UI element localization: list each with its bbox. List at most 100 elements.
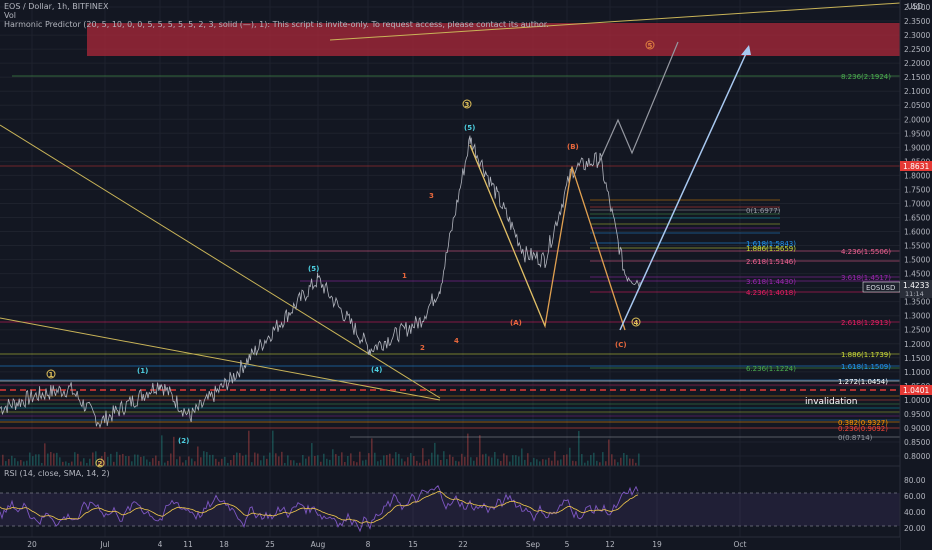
time-tick-labels: 20 Jul 4 11 18 25 Aug 8 15 22 Sep 5 12 19 Oct <box>27 540 746 549</box>
price-tick: 2.3500 <box>904 17 930 26</box>
time-axis[interactable] <box>0 537 900 550</box>
time-tick: Sep <box>526 540 540 549</box>
wave-label-p4: (4) <box>371 366 382 374</box>
wave-label-p5-mid: (5) <box>308 265 319 273</box>
time-tick: 15 <box>408 540 418 549</box>
fib-label: 6.236(1.1224) <box>746 365 796 373</box>
time-tick: 8 <box>366 540 371 549</box>
target-zone <box>87 23 900 56</box>
time-tick: 4 <box>158 540 163 549</box>
wave-label-p5-top: (5) <box>464 124 475 132</box>
chart-grid <box>0 0 900 537</box>
price-tick: 1.0000 <box>904 396 930 405</box>
time-tick: 19 <box>652 540 662 549</box>
price-axis[interactable] <box>900 0 932 550</box>
wave-label-1-circled: 1 <box>49 371 54 379</box>
price-tick: 1.2500 <box>904 326 930 335</box>
price-tick: 1.1000 <box>904 368 930 377</box>
wave-label-p2: (2) <box>178 437 189 445</box>
eosusd-price-text: 1.4233 <box>903 281 929 290</box>
wave-label-c4: 4 <box>454 337 459 345</box>
price-tick: 1.6500 <box>904 213 930 222</box>
fib-label: 2.618(1.2913) <box>841 319 891 327</box>
fib-label: 0(1.6977) <box>746 207 781 215</box>
fib-label: 3.618(1.4430) <box>746 278 796 286</box>
wave-label-3-circled: 3 <box>465 101 470 109</box>
price-tick: 1.3000 <box>904 312 930 321</box>
time-tick: 11 <box>183 540 193 549</box>
price-series-line <box>0 135 641 429</box>
trendline-diag-1 <box>0 124 441 399</box>
fib-label: 1.886(1.1739) <box>841 351 891 359</box>
rsi-tick: 40.00 <box>904 508 926 517</box>
eosusd-time-text: 11:14 <box>905 290 924 298</box>
level-badge-1-text: 1.8631 <box>903 162 929 171</box>
fib-label: 2.618(1.5146) <box>746 258 796 266</box>
wave-label-pB: (B) <box>567 143 579 151</box>
time-tick: 20 <box>27 540 37 549</box>
price-tick: 1.9500 <box>904 129 930 138</box>
price-tick: 1.5000 <box>904 256 930 265</box>
rsi-ma-line <box>0 491 639 524</box>
wave-label-pC: (C) <box>615 341 627 349</box>
fib-label: 1.618(1.1509) <box>841 363 891 371</box>
price-tick: 2.0000 <box>904 115 930 124</box>
fib-label: 1.886(1.5659) <box>746 245 796 253</box>
trendline-top <box>329 2 901 41</box>
price-tick: 1.9000 <box>904 143 930 152</box>
time-tick: 18 <box>219 540 229 549</box>
price-tick: 1.3500 <box>904 298 930 307</box>
level-badge-2 <box>900 385 932 395</box>
price-tick: 1.2000 <box>904 340 930 349</box>
price-tick: 1.7000 <box>904 199 930 208</box>
fib-label: 8.236(2.1924) <box>841 73 891 81</box>
rsi-pane <box>0 465 900 533</box>
invalidation-label: invalidation <box>805 397 858 407</box>
symbol-title[interactable]: EOS / Dollar, 1h, BITFINEX <box>4 2 109 11</box>
time-tick: Jul <box>99 540 109 549</box>
fib-levels <box>0 75 900 438</box>
volume-label[interactable]: Vol <box>4 11 16 20</box>
projection-path-blue <box>619 46 750 331</box>
rsi-tick-labels: 80.00 60.00 40.00 20.00 <box>904 476 926 533</box>
fib-label: 0(0.8714) <box>838 434 873 442</box>
projection-path-white <box>597 41 679 166</box>
eosusd-price-badge <box>900 280 932 298</box>
price-tick: 1.8000 <box>904 171 930 180</box>
fib-label: 0.236(0.9092) <box>838 425 888 433</box>
indicator-title[interactable]: Harmonic Predictor (20, 5, 10, 0, 0, 5, … <box>4 20 549 29</box>
fib-level-labels: 8.236(2.1924) 4.236(1.5506) 2.618(1.5146) 3… <box>746 73 891 442</box>
level-badge-1 <box>900 161 932 171</box>
harmonic-abc-orange <box>469 144 626 331</box>
time-tick: Oct <box>734 540 747 549</box>
eosusd-symbol-text: EOSUSD <box>866 284 895 292</box>
price-tick: 2.1000 <box>904 87 930 96</box>
fib-label: 1.618(1.5843) <box>746 240 796 248</box>
fib-label: 4.236(1.5506) <box>841 248 891 256</box>
price-tick: 1.6000 <box>904 228 930 237</box>
rsi-tick: 80.00 <box>904 476 926 485</box>
volume-bars <box>2 430 640 466</box>
price-tick: 2.0500 <box>904 101 930 110</box>
time-tick: 12 <box>605 540 615 549</box>
time-tick: 25 <box>265 540 275 549</box>
price-tick: 1.1500 <box>904 354 930 363</box>
price-tick: 0.9500 <box>904 410 930 419</box>
rsi-tick: 60.00 <box>904 492 926 501</box>
rsi-title[interactable]: RSI (14, close, SMA, 14, 2) <box>4 469 110 478</box>
wave-label-5-circled: 5 <box>648 42 653 50</box>
wave-label-pA: (A) <box>510 319 522 327</box>
currency-label: USD <box>907 2 923 11</box>
time-tick: Aug <box>311 540 326 549</box>
time-tick: 5 <box>565 540 570 549</box>
price-tick: 0.9000 <box>904 424 930 433</box>
harmonic-abc-yellow <box>469 144 546 327</box>
wave-label-c1: 1 <box>402 272 407 280</box>
wave-label-c3: 3 <box>429 192 434 200</box>
trendline-diag-2 <box>0 317 441 401</box>
fib-label: 0.382(0.9327) <box>838 419 888 427</box>
fib-label: 1.272(1.0454) <box>838 378 888 386</box>
wave-label-c2: 2 <box>420 344 425 352</box>
projection-arrow-head <box>741 45 751 55</box>
